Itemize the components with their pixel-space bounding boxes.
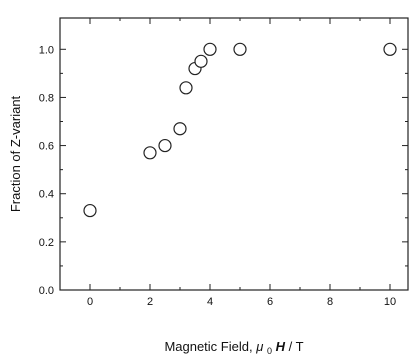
- data-point: [179, 81, 193, 95]
- data-point: [143, 146, 157, 160]
- x-axis-title: Magnetic Field, μ 0 H / T: [164, 339, 303, 357]
- x-tick-label: 4: [207, 296, 213, 308]
- y-tick-label: 0.2: [39, 237, 54, 249]
- data-point: [194, 54, 208, 68]
- x-axis-title-prefix: Magnetic Field,: [164, 339, 256, 354]
- x-axis-title-h: H: [276, 339, 286, 354]
- y-tick-label: 0.6: [39, 141, 54, 153]
- y-tick-label: 0.0: [39, 285, 54, 297]
- x-tick-label: 10: [384, 296, 396, 308]
- data-point: [203, 42, 217, 56]
- plot-frame: [59, 17, 409, 291]
- x-axis-title-sub: 0: [267, 346, 272, 356]
- data-point: [83, 203, 97, 218]
- y-tick-label: 0.8: [39, 92, 54, 104]
- y-tick-label: 1.0: [39, 44, 54, 56]
- x-tick-label: 8: [327, 296, 333, 308]
- y-axis-title: Fraction of Z-variant: [8, 95, 23, 212]
- x-tick-label: 0: [87, 296, 93, 308]
- x-axis-title-suffix: / T: [289, 339, 304, 354]
- data-point: [158, 138, 172, 153]
- data-point: [233, 42, 247, 56]
- x-axis-title-mu: μ: [255, 339, 263, 354]
- data-point: [383, 42, 397, 56]
- x-tick-label: 6: [267, 296, 273, 308]
- y-tick-label: 0.4: [39, 189, 54, 201]
- x-tick-label: 2: [147, 296, 153, 308]
- data-point: [173, 122, 187, 136]
